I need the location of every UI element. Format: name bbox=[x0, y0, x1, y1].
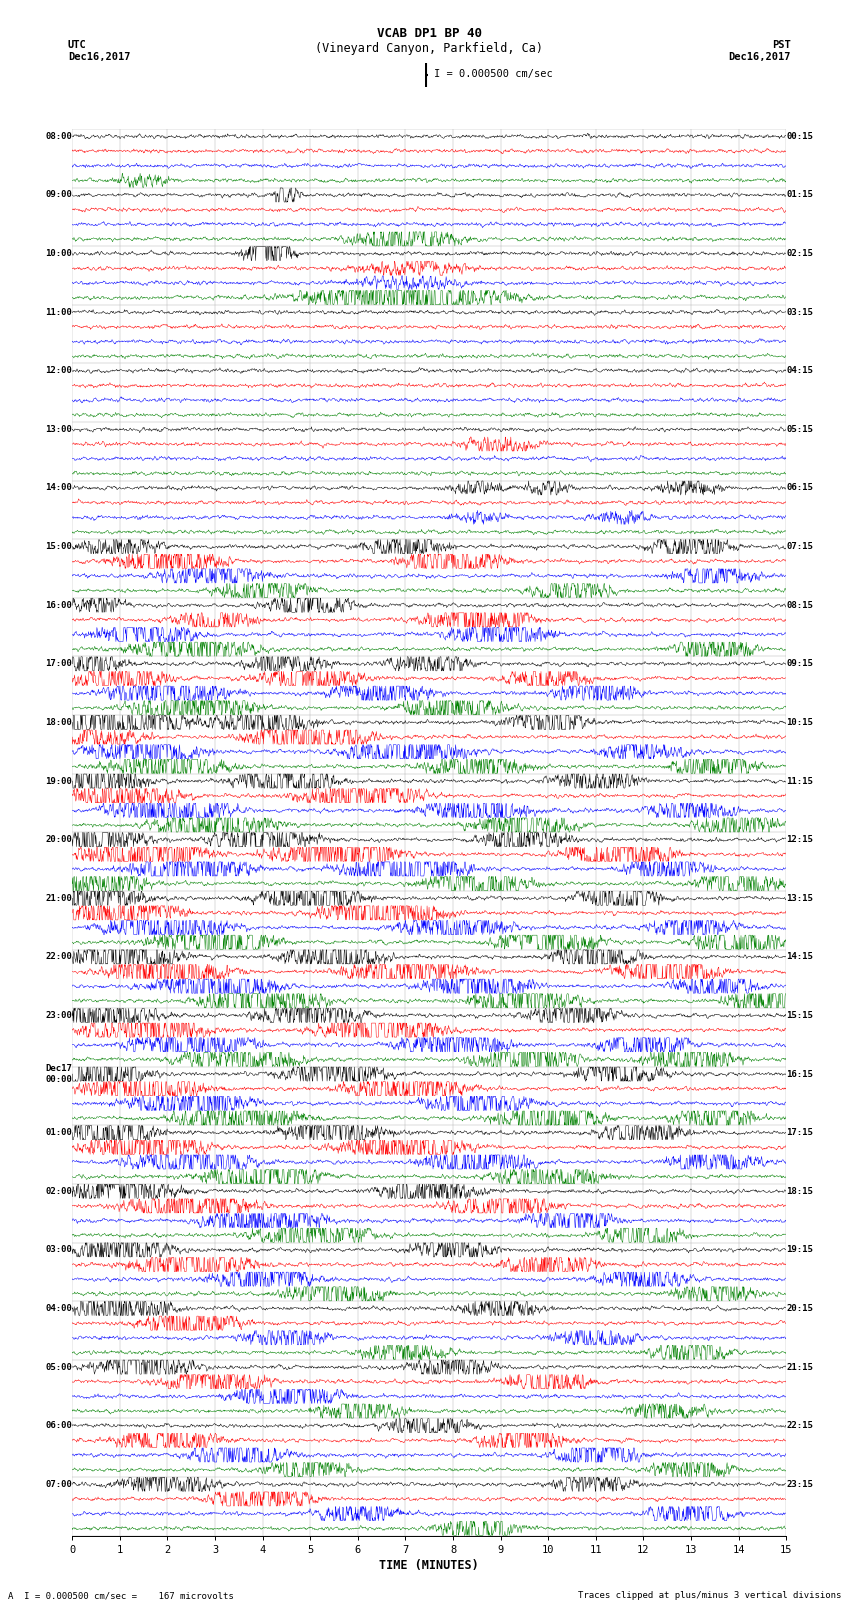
Text: 02:00: 02:00 bbox=[45, 1187, 72, 1195]
Text: 09:15: 09:15 bbox=[786, 660, 813, 668]
Text: 13:00: 13:00 bbox=[45, 424, 72, 434]
Text: 20:00: 20:00 bbox=[45, 836, 72, 844]
Text: 16:15: 16:15 bbox=[786, 1069, 813, 1079]
Text: 18:00: 18:00 bbox=[45, 718, 72, 727]
Text: 08:00: 08:00 bbox=[45, 132, 72, 140]
Text: 11:15: 11:15 bbox=[786, 776, 813, 786]
Text: 14:00: 14:00 bbox=[45, 484, 72, 492]
Text: UTC: UTC bbox=[68, 40, 87, 50]
Text: 22:15: 22:15 bbox=[786, 1421, 813, 1431]
Text: I = 0.000500 cm/sec: I = 0.000500 cm/sec bbox=[434, 69, 552, 79]
Text: 09:00: 09:00 bbox=[45, 190, 72, 200]
Text: Dec17
00:00: Dec17 00:00 bbox=[45, 1065, 72, 1084]
Text: 07:00: 07:00 bbox=[45, 1479, 72, 1489]
Text: Traces clipped at plus/minus 3 vertical divisions: Traces clipped at plus/minus 3 vertical … bbox=[578, 1590, 842, 1600]
Text: 05:15: 05:15 bbox=[786, 424, 813, 434]
Text: 06:15: 06:15 bbox=[786, 484, 813, 492]
Text: 19:15: 19:15 bbox=[786, 1245, 813, 1255]
Text: 15:00: 15:00 bbox=[45, 542, 72, 552]
Text: 01:15: 01:15 bbox=[786, 190, 813, 200]
Text: 20:15: 20:15 bbox=[786, 1303, 813, 1313]
Text: 17:00: 17:00 bbox=[45, 660, 72, 668]
Text: 16:00: 16:00 bbox=[45, 600, 72, 610]
Text: Dec16,2017: Dec16,2017 bbox=[728, 52, 791, 61]
Text: 18:15: 18:15 bbox=[786, 1187, 813, 1195]
Text: 12:15: 12:15 bbox=[786, 836, 813, 844]
Text: 11:00: 11:00 bbox=[45, 308, 72, 316]
Text: 12:00: 12:00 bbox=[45, 366, 72, 376]
Text: 13:15: 13:15 bbox=[786, 894, 813, 903]
Text: 01:00: 01:00 bbox=[45, 1127, 72, 1137]
Text: 23:00: 23:00 bbox=[45, 1011, 72, 1019]
Text: 00:15: 00:15 bbox=[786, 132, 813, 140]
Text: 21:00: 21:00 bbox=[45, 894, 72, 903]
Text: 22:00: 22:00 bbox=[45, 952, 72, 961]
Text: 02:15: 02:15 bbox=[786, 248, 813, 258]
Text: 10:00: 10:00 bbox=[45, 248, 72, 258]
Text: 21:15: 21:15 bbox=[786, 1363, 813, 1371]
Text: 06:00: 06:00 bbox=[45, 1421, 72, 1431]
Text: 04:15: 04:15 bbox=[786, 366, 813, 376]
Text: PST: PST bbox=[772, 40, 791, 50]
Text: 23:15: 23:15 bbox=[786, 1479, 813, 1489]
Text: 15:15: 15:15 bbox=[786, 1011, 813, 1019]
Text: 10:15: 10:15 bbox=[786, 718, 813, 727]
Text: 08:15: 08:15 bbox=[786, 600, 813, 610]
Text: 14:15: 14:15 bbox=[786, 952, 813, 961]
Text: 17:15: 17:15 bbox=[786, 1127, 813, 1137]
Text: Dec16,2017: Dec16,2017 bbox=[68, 52, 131, 61]
Text: 07:15: 07:15 bbox=[786, 542, 813, 552]
X-axis label: TIME (MINUTES): TIME (MINUTES) bbox=[379, 1558, 479, 1571]
Text: 03:00: 03:00 bbox=[45, 1245, 72, 1255]
Text: (Vineyard Canyon, Parkfield, Ca): (Vineyard Canyon, Parkfield, Ca) bbox=[315, 42, 543, 55]
Text: 19:00: 19:00 bbox=[45, 776, 72, 786]
Text: A  I = 0.000500 cm/sec =    167 microvolts: A I = 0.000500 cm/sec = 167 microvolts bbox=[8, 1590, 235, 1600]
Text: VCAB DP1 BP 40: VCAB DP1 BP 40 bbox=[377, 27, 482, 40]
Text: 04:00: 04:00 bbox=[45, 1303, 72, 1313]
Text: 03:15: 03:15 bbox=[786, 308, 813, 316]
Text: 05:00: 05:00 bbox=[45, 1363, 72, 1371]
